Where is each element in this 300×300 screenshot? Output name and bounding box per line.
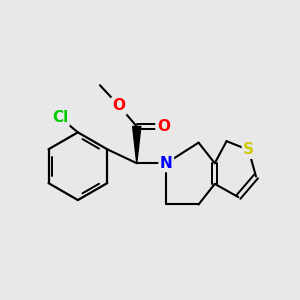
Text: O: O (112, 98, 126, 113)
Text: N: N (160, 156, 172, 171)
Polygon shape (133, 126, 141, 163)
Text: S: S (243, 142, 254, 158)
Text: Cl: Cl (52, 110, 68, 125)
Text: O: O (157, 119, 170, 134)
